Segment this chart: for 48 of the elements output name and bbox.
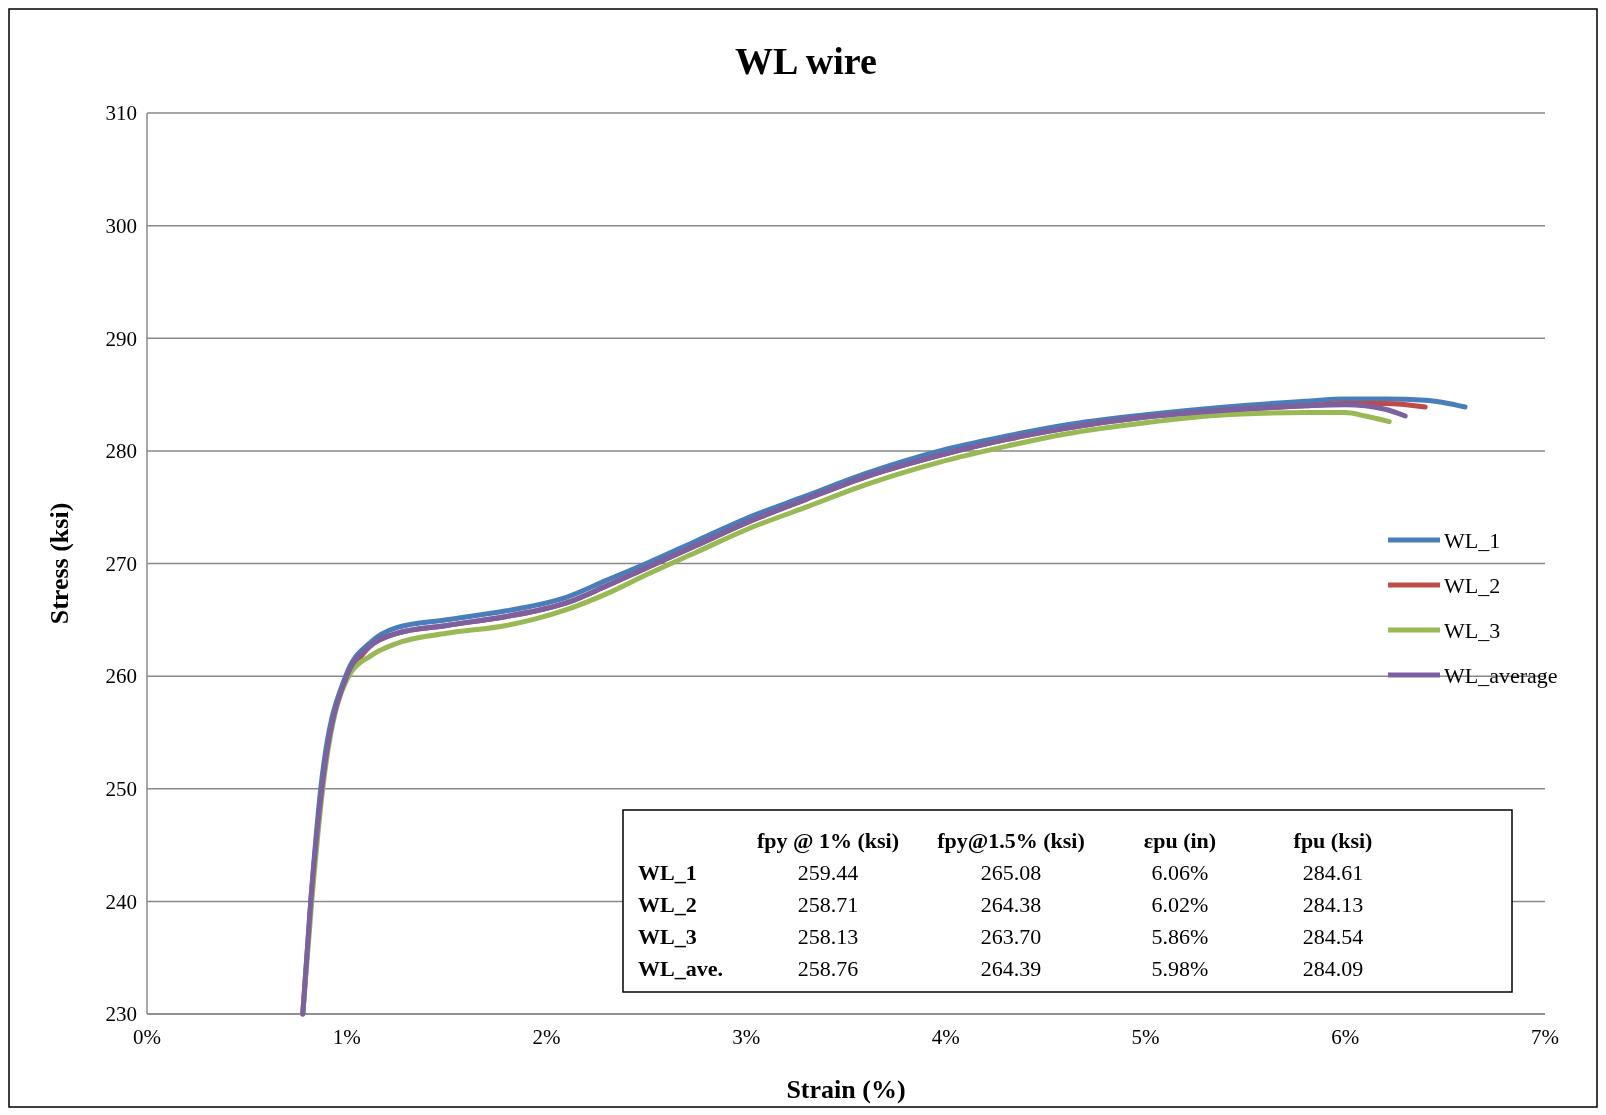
y-tick-label: 280 [105, 439, 137, 464]
annotation: 284.13 [1302, 891, 1364, 917]
x-tick-label: 6% [1331, 1025, 1360, 1049]
annotation: 258.71 [797, 891, 859, 917]
y-tick-label: 250 [105, 777, 137, 802]
annotation: 5.86% [1151, 923, 1209, 949]
x-tick-label: 2% [532, 1025, 561, 1049]
y-tick-label: 300 [105, 213, 137, 238]
annotation: 264.38 [980, 891, 1042, 917]
annotation: WL_1 [638, 859, 697, 885]
legend-label: WL_1 [1444, 527, 1501, 553]
x-axis-title: Strain (%) [786, 1075, 906, 1104]
annotation: 5.98% [1151, 955, 1209, 981]
annotation: 6.02% [1151, 891, 1209, 917]
annotation: 265.08 [980, 859, 1042, 885]
legend-label: WL_2 [1444, 572, 1501, 598]
annotation: WL_2 [638, 891, 697, 917]
y-tick-label: 270 [105, 551, 137, 576]
y-tick-label: 290 [105, 326, 137, 351]
annotation: 284.61 [1302, 859, 1364, 885]
x-tick-label: 0% [133, 1025, 161, 1049]
x-tick-label: 1% [332, 1025, 361, 1049]
annotation: 263.70 [980, 923, 1042, 949]
x-tick-label: 7% [1531, 1025, 1559, 1049]
annotation: 284.09 [1302, 955, 1364, 981]
y-tick-label: 260 [105, 664, 137, 689]
annotation: 258.76 [797, 955, 859, 981]
y-axis-title: Stress (ksi) [45, 502, 74, 625]
annotation: fpy @ 1% (ksi) [756, 827, 900, 853]
annotation: fpy@1.5% (ksi) [937, 827, 1085, 853]
annotation: 259.44 [797, 859, 859, 885]
x-tick-label: 5% [1131, 1025, 1160, 1049]
x-tick-label: 3% [732, 1025, 761, 1049]
chart-title: WL wire [735, 40, 877, 82]
annotation: 258.13 [797, 923, 859, 949]
annotation: WL_3 [638, 923, 697, 949]
y-tick-label: 240 [105, 889, 137, 914]
x-tick-label: 4% [931, 1025, 960, 1049]
annotation: WL_ave. [638, 955, 723, 981]
legend-label: WL_average [1444, 662, 1558, 688]
annotation: εpu (in) [1143, 827, 1217, 853]
legend-label: WL_3 [1444, 617, 1501, 643]
y-tick-label: 230 [105, 1002, 137, 1027]
annotation: 264.39 [980, 955, 1042, 981]
annotation: 6.06% [1151, 859, 1209, 885]
annotation: 284.54 [1302, 923, 1364, 949]
y-tick-label: 310 [105, 101, 137, 126]
annotation: fpu (ksi) [1293, 827, 1373, 853]
